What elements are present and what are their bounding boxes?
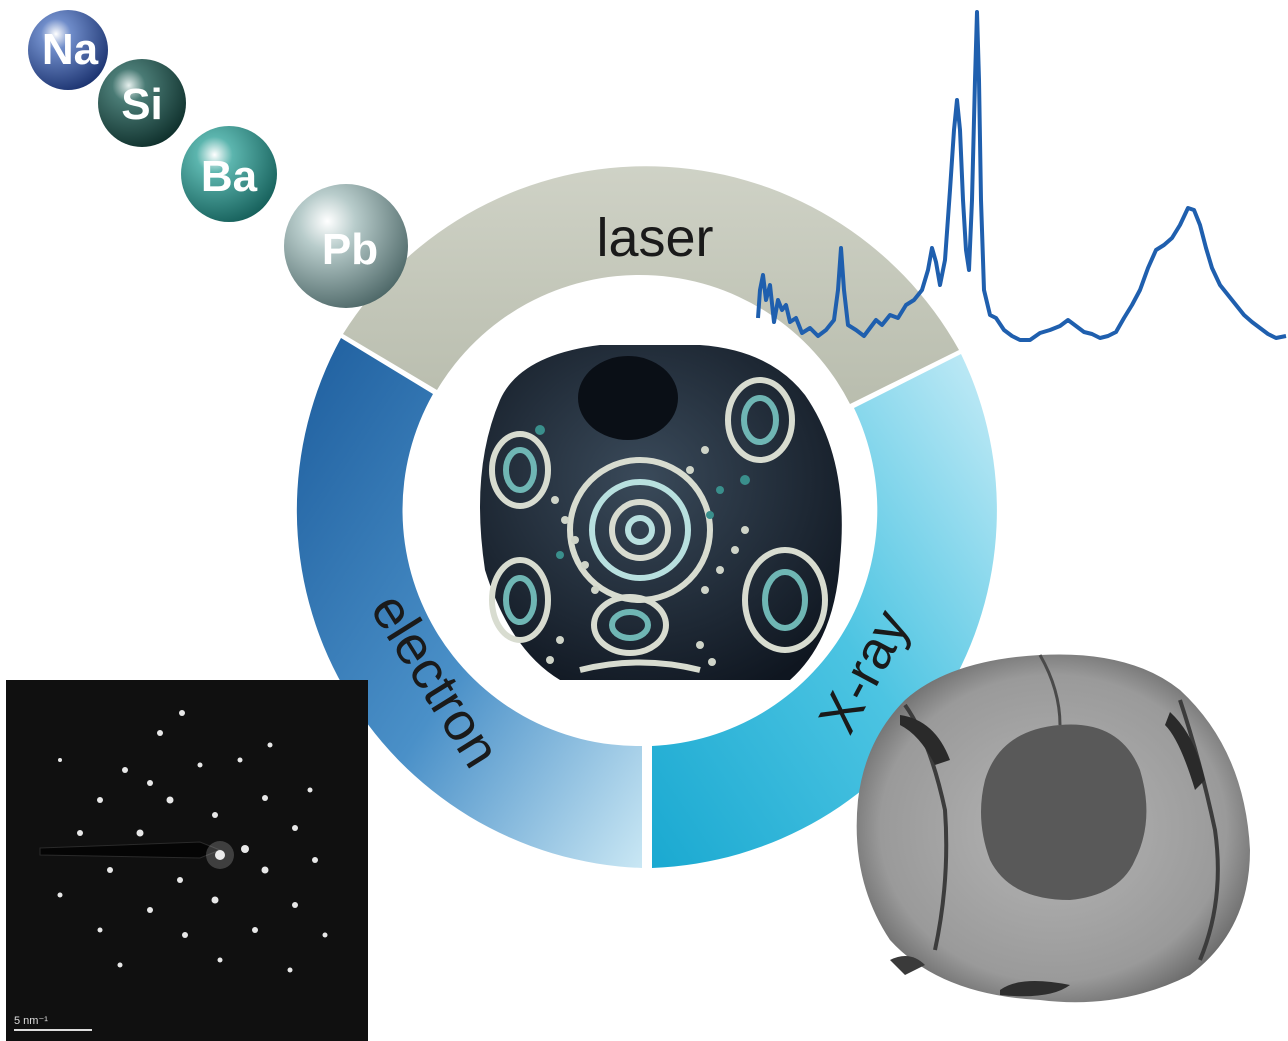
element-label-pb: Pb <box>322 225 378 274</box>
xray-tomography-image <box>856 654 1250 1003</box>
electron-diffraction-image: 5 nm⁻¹ <box>6 680 368 1041</box>
element-sphere-si: Si <box>98 59 186 147</box>
element-label-si: Si <box>121 80 163 129</box>
element-label-ba: Ba <box>201 152 258 201</box>
element-sphere-na: Na <box>28 10 108 90</box>
laser-label: laser <box>596 208 713 268</box>
laser-segment <box>343 166 959 404</box>
scale-bar-label: 5 nm⁻¹ <box>14 1015 48 1027</box>
electron-segment <box>296 338 642 868</box>
raman-spectrum-line <box>756 10 1287 342</box>
glass-bead-photo <box>480 345 842 680</box>
element-sphere-ba: Ba <box>181 126 277 222</box>
element-sphere-pb: Pb <box>284 184 408 308</box>
element-label-na: Na <box>42 25 99 74</box>
